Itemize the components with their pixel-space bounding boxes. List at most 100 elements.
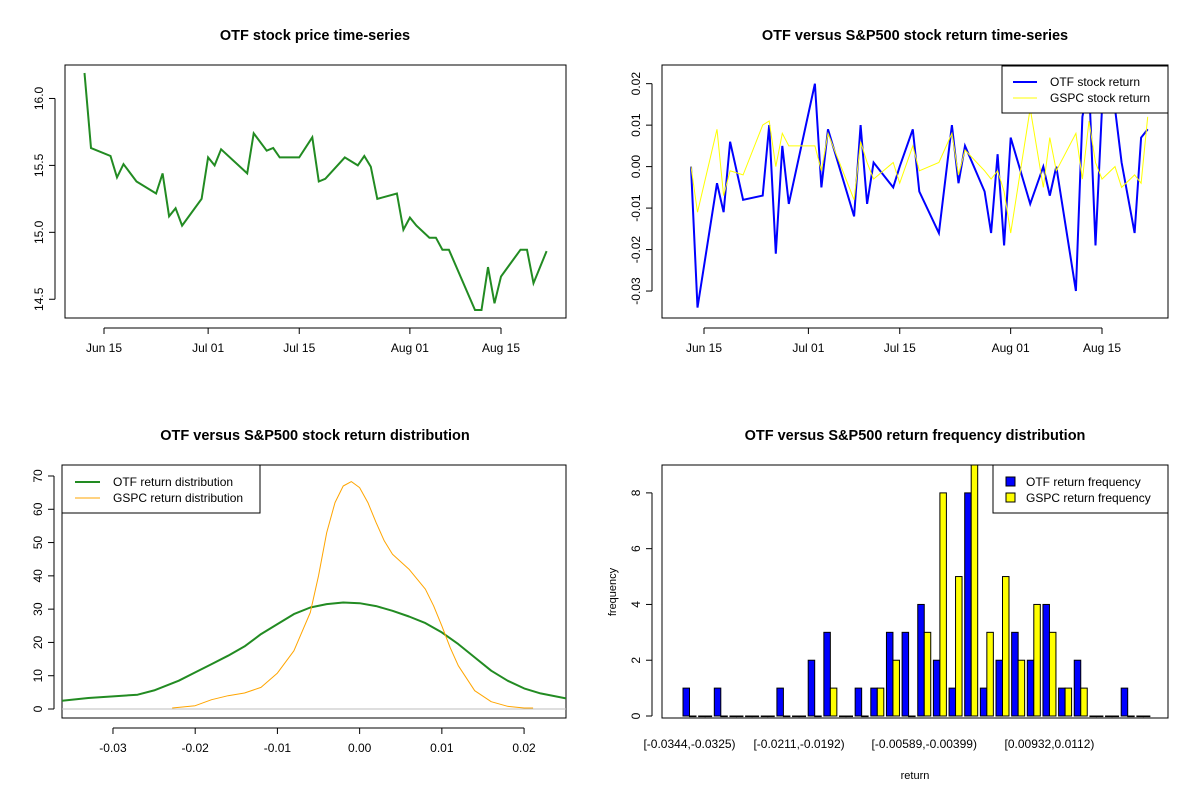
chart-title: OTF versus S&P500 stock return distribut… [160, 428, 469, 444]
otf-frequency-bar [870, 687, 878, 717]
gspc-frequency-bar [1017, 659, 1026, 717]
gspc-frequency-bar [1127, 715, 1135, 718]
y-tick-label: -0.02 [629, 236, 643, 264]
price-chart: OTF stock price time-series Jun 15 Jul 01 J… [32, 28, 567, 355]
x-category-label: [0.00932,0.0112) [1005, 737, 1095, 751]
otf-frequency-bar [839, 715, 847, 718]
gspc-frequency-bar [1048, 631, 1057, 717]
y-axis-title: frequency [607, 567, 619, 616]
y-tick-label: 20 [31, 635, 45, 649]
gspc-frequency-bar [1111, 715, 1120, 718]
chart-title: OTF versus S&P500 return frequency distr… [745, 428, 1086, 444]
y-tick-label: 6 [629, 545, 643, 552]
legend-box [1001, 65, 1169, 114]
plot-frame [61, 464, 567, 719]
y-tick-label: 16.0 [32, 86, 46, 110]
legend: OTF return distribution GSPC return distr… [61, 464, 261, 514]
y-tick-label: -0.01 [629, 194, 643, 222]
gspc-frequency-bar [735, 715, 744, 718]
x-tick-label: 0.00 [348, 741, 372, 755]
otf-frequency-bar [948, 687, 957, 717]
y-tick-label: 10 [31, 669, 45, 683]
gspc-density-line [172, 481, 534, 709]
otf-frequency-bar [776, 687, 784, 717]
x-tick-label: Jul 01 [192, 341, 224, 355]
legend-label-gspc: GSPC stock return [1050, 91, 1150, 105]
gspc-frequency-bar [720, 715, 728, 718]
y-tick-label: 0 [629, 712, 643, 719]
gspc-frequency-bar [923, 631, 932, 717]
x-tick-label: Aug 01 [391, 341, 429, 355]
y-tick-label: 50 [31, 536, 45, 550]
legend-box [992, 464, 1169, 514]
x-tick-label: Aug 15 [482, 341, 520, 355]
otf-frequency-bar [729, 715, 737, 718]
gspc-frequency-bar [751, 715, 760, 718]
legend: OTF return frequency GSPC return frequenc… [992, 464, 1169, 514]
x-tick-label: -0.01 [264, 741, 292, 755]
gspc-frequency-bar [955, 576, 963, 717]
otf-frequency-bar [979, 687, 988, 717]
x-tick-label: Jul 15 [283, 341, 315, 355]
otf-density-line [62, 601, 566, 702]
y-tick-label: 14.5 [32, 287, 46, 311]
y-tick-label: 0.01 [629, 113, 643, 137]
legend: OTF stock return GSPC stock return [1001, 65, 1169, 114]
x-tick-label: Jul 15 [884, 341, 916, 355]
otf-frequency-bar [917, 603, 925, 717]
gspc-frequency-bar [970, 465, 979, 717]
otf-frequency-bar [1105, 715, 1113, 718]
frequency-histogram: OTF versus S&P500 return frequency distr… [607, 428, 1169, 782]
gspc-frequency-bar [1033, 603, 1041, 717]
otf-frequency-bar [713, 687, 722, 717]
gspc-frequency-bar [767, 715, 775, 718]
gspc-frequency-bar [939, 492, 947, 717]
x-axis-title: return [901, 770, 930, 782]
x-category-label: [-0.0211,-0.0192) [753, 737, 844, 751]
y-tick-label: 4 [629, 601, 643, 608]
gspc-frequency-bar [782, 715, 791, 718]
x-tick-label: -0.03 [99, 741, 127, 755]
y-tick-label: 2 [629, 657, 643, 664]
gspc-frequency-bar [1080, 687, 1088, 717]
gspc-frequency-bar [689, 715, 697, 718]
x-tick-label: 0.02 [512, 741, 536, 755]
gspc-frequency-bar [861, 715, 869, 718]
plot-frame [661, 64, 1169, 319]
chart-title: OTF versus S&P500 stock return time-seri… [762, 28, 1068, 44]
gspc-frequency-bar [704, 715, 713, 718]
gspc-frequency-bar [1064, 687, 1073, 717]
gspc-frequency-bar [1095, 715, 1104, 718]
y-tick-label: 0 [31, 705, 45, 712]
otf-frequency-bar [760, 715, 769, 718]
gspc-frequency-bar [908, 715, 916, 718]
legend-label-gspc: GSPC return frequency [1026, 491, 1151, 505]
legend-swatch-otf [1005, 476, 1016, 487]
otf-frequency-bar [1136, 715, 1144, 718]
plot-frame [64, 64, 567, 319]
otf-frequency-bar [964, 492, 972, 717]
gspc-frequency-bar [829, 687, 838, 717]
y-tick-label: -0.03 [629, 277, 643, 305]
y-tick-label: 30 [31, 602, 45, 616]
otf-frequency-bar [807, 659, 816, 717]
plot-frame [661, 464, 1169, 719]
gspc-frequency-bar [876, 687, 885, 717]
legend-label-otf: OTF return frequency [1026, 475, 1141, 489]
otf-frequency-bar [1026, 659, 1035, 717]
otf-frequency-bar [854, 687, 863, 717]
x-tick-label: 0.01 [430, 741, 454, 755]
x-tick-label: Jun 15 [86, 341, 122, 355]
otf-frequency-bar [823, 631, 831, 717]
legend-label-gspc: GSPC return distribution [113, 491, 243, 505]
otf-frequency-bar [901, 631, 910, 717]
return-timeseries-chart: OTF versus S&P500 stock return time-seri… [629, 28, 1169, 355]
y-tick-label: 60 [31, 502, 45, 516]
otf-frequency-bar [1089, 715, 1097, 718]
otf-frequency-bar [1120, 687, 1129, 717]
otf-return-line [690, 83, 1149, 308]
y-tick-label: 0.00 [629, 155, 643, 179]
otf-frequency-bar [1042, 603, 1050, 717]
y-tick-label: 15.5 [32, 153, 46, 177]
y-tick-label: 15.0 [32, 220, 46, 244]
